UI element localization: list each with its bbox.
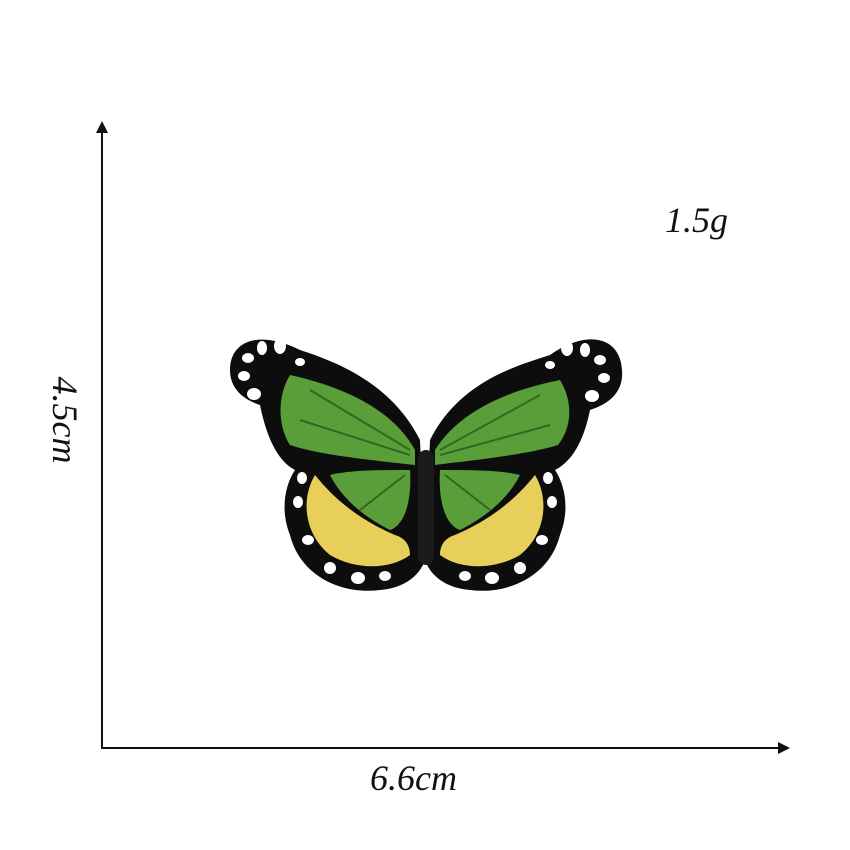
- wing-veins: [299, 389, 551, 511]
- wing-green: [280, 375, 570, 530]
- height-label: 4.5cm: [45, 376, 85, 464]
- butterfly-body: [418, 450, 434, 565]
- wing-yellow: [306, 475, 544, 567]
- width-axis-line: [101, 747, 781, 749]
- arrow-up-icon: [96, 121, 108, 133]
- wing-spots: [238, 338, 610, 584]
- arrow-right-icon: [778, 742, 790, 754]
- width-label: 6.6cm: [370, 758, 457, 798]
- height-axis-line: [101, 128, 103, 748]
- butterfly-patch-icon: [230, 338, 623, 591]
- weight-label: 1.5g: [665, 200, 728, 240]
